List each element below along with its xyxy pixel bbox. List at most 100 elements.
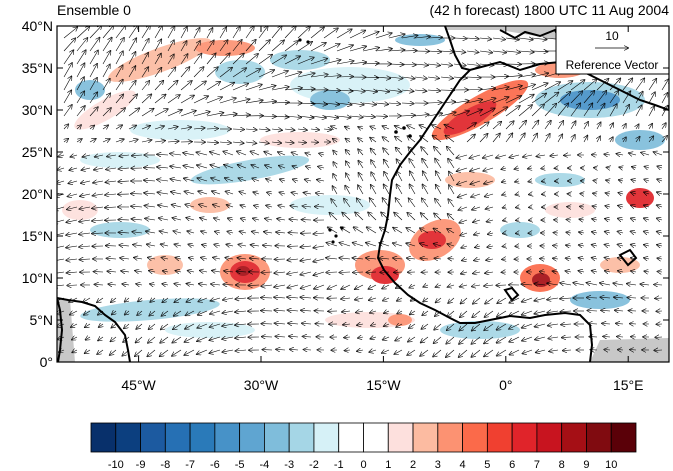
wind-vector [544,134,550,143]
wind-vector [510,155,520,157]
wind-vector [631,218,637,220]
wind-vector [271,40,284,52]
anomaly-region [190,155,310,185]
wind-vector [323,116,338,118]
wind-vector [561,324,572,325]
wind-vector [206,97,222,104]
wind-vector [189,258,195,259]
wind-vector [258,86,275,91]
wind-vector [557,134,562,143]
wind-vector [485,194,494,197]
wind-vector [349,103,364,105]
wind-vector [369,298,377,300]
wind-vector [570,103,580,117]
wind-vector [566,258,572,259]
wind-vector [497,349,507,356]
anomaly-region [626,188,654,208]
wind-vector [654,152,663,155]
wind-vector [105,207,117,208]
wind-vector [271,87,289,91]
wind-vector [67,272,78,273]
wind-vector [409,323,416,328]
wind-vector [245,54,258,65]
wind-vector [492,122,501,130]
wind-vector [141,140,151,142]
wind-vector [64,139,68,142]
wind-vector [523,155,533,157]
wind-vector [63,77,71,91]
wind-vector [649,124,652,130]
wind-vector [434,213,442,221]
colorbar-label: 9 [583,459,589,471]
wind-vector [210,324,221,327]
wind-vector [115,26,126,39]
wind-vector [579,219,585,220]
colorbar-swatch [561,422,587,453]
wind-vector [358,149,364,156]
wind-vector [167,141,179,142]
wind-vector [422,159,429,169]
wind-vector [618,245,624,247]
wind-vector [323,60,340,65]
wind-vector [262,272,273,273]
wind-vector [271,55,286,65]
wind-vector [446,136,455,143]
wind-vector [362,48,379,52]
wind-vector [484,323,494,330]
wind-vector [505,96,521,104]
anomaly-region [74,90,136,130]
wind-vector [601,310,611,311]
wind-vector [119,232,130,233]
wind-vector [162,310,169,316]
reference-vector-caption: Reference Vector [566,58,659,72]
wind-vector [219,83,234,91]
wind-vector [395,137,403,143]
wind-vector [84,311,91,315]
wind-vector [258,55,272,65]
wind-vector [522,284,533,285]
wind-vector [368,212,377,221]
wind-vector [301,246,312,247]
wind-vector [102,38,112,52]
wind-vector [583,91,594,104]
wind-vector [132,232,143,233]
wind-vector [253,218,260,220]
wind-vector [212,191,221,194]
wind-vector [355,298,364,300]
wind-vector [548,324,559,326]
wind-vector [167,40,174,52]
wind-vector [359,173,364,182]
wind-vector [357,350,364,351]
wind-vector [658,272,663,273]
wind-vector [371,149,377,156]
wind-vector [445,125,455,130]
wind-vector [383,198,390,208]
wind-vector [86,337,90,340]
wind-vector [180,41,187,52]
reference-vector-box: 10 Reference Vector [555,25,670,75]
wind-vector [344,199,351,208]
wind-vector [193,128,205,129]
wind-vector [604,350,611,351]
wind-vector [303,336,312,337]
wind-vector [183,153,195,155]
wind-vector [370,126,377,129]
wind-vector [602,323,611,324]
wind-vector [342,213,351,221]
wind-vector [644,271,650,272]
reference-vector-value: 10 [605,29,619,43]
wind-vector [631,193,637,195]
wind-vector [600,283,611,285]
wind-vector [284,129,294,130]
wind-vector [63,63,72,78]
wind-vector [144,193,156,194]
colorbar-label: -9 [136,459,146,471]
wind-vector [224,165,234,168]
wind-vector [383,137,390,143]
wind-vector [395,337,403,341]
wind-vector [213,258,221,260]
wind-vector [408,336,416,342]
wind-vector [128,26,138,39]
wind-vector [410,285,416,288]
wind-vector [121,271,130,272]
